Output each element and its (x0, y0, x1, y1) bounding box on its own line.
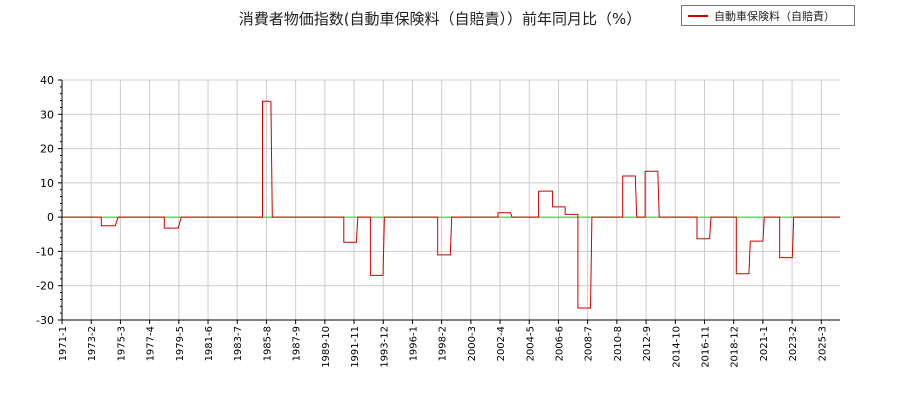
x-tick-label: 2006-6 (554, 326, 565, 361)
x-tick-label: 1971-1 (58, 326, 69, 361)
y-tick-label: 30 (40, 108, 54, 121)
x-tick-label: 1979-5 (175, 326, 186, 361)
x-tick-label: 1973-2 (87, 326, 98, 361)
x-tick-label: 1998-2 (438, 326, 449, 361)
x-tick-label: 1985-8 (262, 326, 273, 361)
axes (61, 80, 840, 321)
y-tick-label: 20 (40, 143, 54, 156)
y-tick-label: 0 (47, 211, 54, 224)
x-tick-label: 1981-6 (204, 326, 215, 361)
y-axis-ticks: 40 30 20 10 0 -10 -20 -30 (36, 74, 62, 327)
x-tick-label: 1993-12 (379, 326, 390, 368)
x-tick-label: 1975-3 (116, 326, 127, 361)
x-tick-label: 2014-10 (671, 326, 682, 368)
y-tick-label: 10 (40, 177, 54, 190)
x-tick-label: 1989-10 (321, 326, 332, 368)
chart-legend: 自動車保険料（自賠責） (681, 5, 855, 26)
series-line (62, 100, 840, 309)
grid (62, 79, 840, 321)
series-layer (62, 100, 840, 309)
legend-swatch (688, 14, 708, 17)
y-tick-label: -20 (36, 280, 54, 293)
y-tick-label: 40 (40, 74, 54, 87)
y-tick-label: -10 (36, 245, 54, 258)
legend-label: 自動車保険料（自賠責） (714, 9, 835, 23)
x-tick-label: 1987-9 (292, 326, 303, 361)
x-tick-label: 2018-12 (730, 326, 741, 368)
x-tick-label: 2004-5 (525, 326, 536, 361)
y-tick-label: -30 (36, 314, 54, 327)
chart-title: 消費者物価指数(自動車保険料（自賠責））前年同月比（%） (238, 10, 642, 28)
x-tick-label: 1996-1 (408, 326, 419, 361)
x-tick-label: 1977-4 (146, 326, 157, 361)
x-tick-label: 2000-3 (467, 326, 478, 361)
x-tick-label: 2012-9 (642, 326, 653, 361)
x-tick-label: 2008-7 (584, 326, 595, 361)
x-tick-label: 1983-7 (233, 326, 244, 361)
x-tick-label: 2021-1 (759, 326, 770, 361)
x-tick-label: 2010-8 (613, 326, 624, 361)
x-tick-label: 2016-11 (700, 326, 711, 368)
x-tick-label: 2023-2 (788, 326, 799, 361)
x-tick-label: 2025-3 (817, 326, 828, 361)
x-tick-label: 2002-4 (496, 326, 507, 361)
x-tick-label: 1991-11 (350, 326, 361, 368)
x-axis-ticks: 1971-1 1973-2 1975-3 1977-4 1979-5 1981-6 1983… (58, 320, 828, 368)
